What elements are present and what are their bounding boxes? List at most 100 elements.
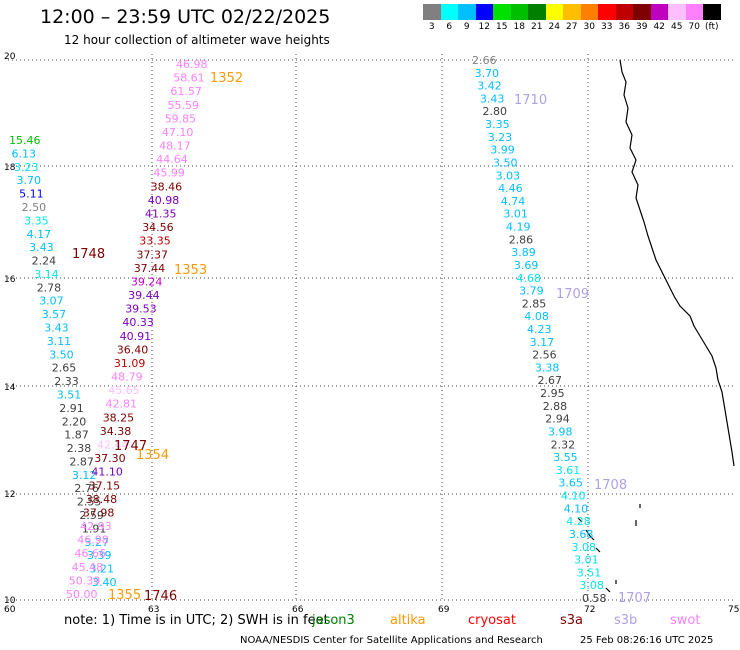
wave-height-label: 3.08 (579, 579, 604, 592)
pass-time-label: 1710 (514, 93, 547, 108)
wave-height-label: 38.25 (103, 411, 135, 424)
wave-height-label: 3.40 (92, 576, 117, 589)
map-title: 12:00 – 23:59 UTC 02/22/2025 (40, 6, 331, 28)
wave-height-label: 2.88 (543, 400, 568, 413)
wave-height-label: 33.35 (139, 235, 171, 248)
wave-height-label: 3.50 (493, 157, 518, 170)
color-scale-label: 6 (446, 22, 453, 32)
wave-height-label: 45.99 (153, 167, 185, 180)
wave-height-label: 3.12 (72, 469, 97, 482)
wave-height-label: 58.61 (173, 72, 205, 85)
color-swatch (685, 4, 703, 20)
wave-height-label: 44.64 (156, 153, 188, 166)
wave-height-label: 3.08 (572, 541, 597, 554)
longitude-tick: 69 (438, 605, 450, 615)
pass-time-label: 1355 (108, 588, 141, 603)
wave-height-label: 37.44 (134, 262, 166, 275)
map-subtitle: 12 hour collection of altimeter wave hei… (64, 33, 330, 47)
color-swatch (563, 4, 581, 20)
wave-height-label: 61.57 (170, 85, 202, 98)
longitude-tick-labels: 60 63 66 69 72 75 (4, 605, 739, 615)
wave-height-label: 2.85 (522, 297, 547, 310)
color-scale-label: 45 (671, 22, 683, 32)
wave-height-label: 3.11 (47, 335, 71, 348)
wave-height-label: 3.27 (85, 536, 110, 549)
color-scale-label: 33 (601, 22, 613, 32)
wave-height-label: 4.08 (524, 310, 549, 323)
wave-height-label: 3.79 (519, 285, 544, 298)
wave-height-label: 41.35 (145, 208, 177, 221)
wave-height-label: 48.17 (159, 140, 191, 153)
wave-height-label: 3.42 (477, 80, 502, 93)
color-scale-label: 70 (688, 22, 700, 32)
wave-height-label: 3.14 (34, 268, 59, 281)
wave-height-label: 3.38 (535, 361, 560, 374)
longitude-tick: 60 (4, 605, 16, 615)
wave-height-label: 4.74 (501, 195, 526, 208)
wave-height-label: 38.48 (86, 493, 118, 506)
wave-height-label: 3.65 (558, 477, 583, 490)
color-scale-legend: 3 6 9 12 15 18 21 24 27 30 33 36 39 42 45 70 (ft) (420, 4, 732, 34)
footnote: note: 1) Time is in UTC; 2) SWH is in fe… (64, 613, 329, 628)
color-scale-label: 24 (548, 22, 560, 32)
wave-height-label: 2.87 (69, 456, 94, 469)
pass-time-label: 1352 (210, 71, 243, 86)
wave-height-label: 37.30 (94, 452, 126, 465)
wave-height-label: 4.68 (517, 272, 542, 285)
wave-height-label: 3.43 (480, 92, 505, 105)
wave-height-label: 3.35 (24, 214, 48, 227)
longitude-tick: 63 (148, 605, 159, 615)
wave-height-label: 3.51 (577, 566, 602, 579)
wave-height-label: 2.32 (551, 438, 576, 451)
latitude-tick: 20 (4, 52, 16, 62)
wave-height-label: 4.23 (527, 323, 552, 336)
wave-height-label: 3.43 (44, 322, 68, 335)
color-scale-label: 36 (618, 22, 630, 32)
wave-height-label: 3.69 (514, 259, 539, 272)
wave-height-label: 4.19 (506, 221, 531, 234)
legend-swot: swot (670, 613, 701, 628)
wave-height-label: 39.44 (128, 289, 160, 302)
wave-height-label: 4.10 (564, 502, 589, 515)
color-swatch (545, 4, 563, 20)
latitude-tick: 18 (4, 163, 16, 173)
wave-height-label: 3.55 (553, 451, 578, 464)
wave-height-label: 3.39 (87, 549, 112, 562)
wave-height-label: 3.43 (29, 241, 53, 254)
wave-height-label: 48.79 (111, 371, 143, 384)
wave-height-label: 46.98 (176, 58, 208, 71)
wave-height-label: 3.23 (14, 161, 39, 174)
color-scale-label: 27 (566, 22, 578, 32)
legend-altika: altika (390, 613, 426, 628)
color-swatch (493, 4, 511, 20)
wave-height-label: 4.10 (561, 490, 586, 503)
color-swatch (458, 4, 476, 20)
color-swatch (633, 4, 651, 20)
wave-height-label: 2.59 (79, 509, 104, 522)
color-swatch (615, 4, 633, 20)
wave-height-label: 46.66 (75, 547, 107, 560)
wave-height-label: 45.48 (72, 561, 104, 574)
color-swatch (650, 4, 668, 20)
color-swatch (475, 4, 493, 20)
wave-height-label: 2.38 (67, 442, 92, 455)
wave-height-label: 38.46 (151, 180, 183, 193)
wave-height-label: 37.98 (83, 507, 115, 520)
island-fragments (577, 504, 641, 593)
wave-height-label: 3.51 (57, 389, 82, 402)
wave-height-label: 5.11 (19, 188, 43, 201)
satellite-track-b: 46.9858.6161.5755.5959.8547.1048.1744.64… (66, 58, 208, 601)
wave-height-label: 2.67 (538, 374, 563, 387)
wave-height-label: 39.53 (125, 303, 157, 316)
color-swatch (668, 4, 686, 20)
wave-height-label: 3.01 (574, 554, 599, 567)
wave-height-label: 2.56 (532, 349, 557, 362)
pass-time-label: 1746 (144, 589, 177, 604)
color-scale-label: 21 (531, 22, 543, 32)
pass-time-label: 1747 (114, 439, 147, 454)
color-scale-label: 42 (653, 22, 665, 32)
wave-height-label: 4.17 (27, 228, 51, 241)
color-swatch (580, 4, 598, 20)
